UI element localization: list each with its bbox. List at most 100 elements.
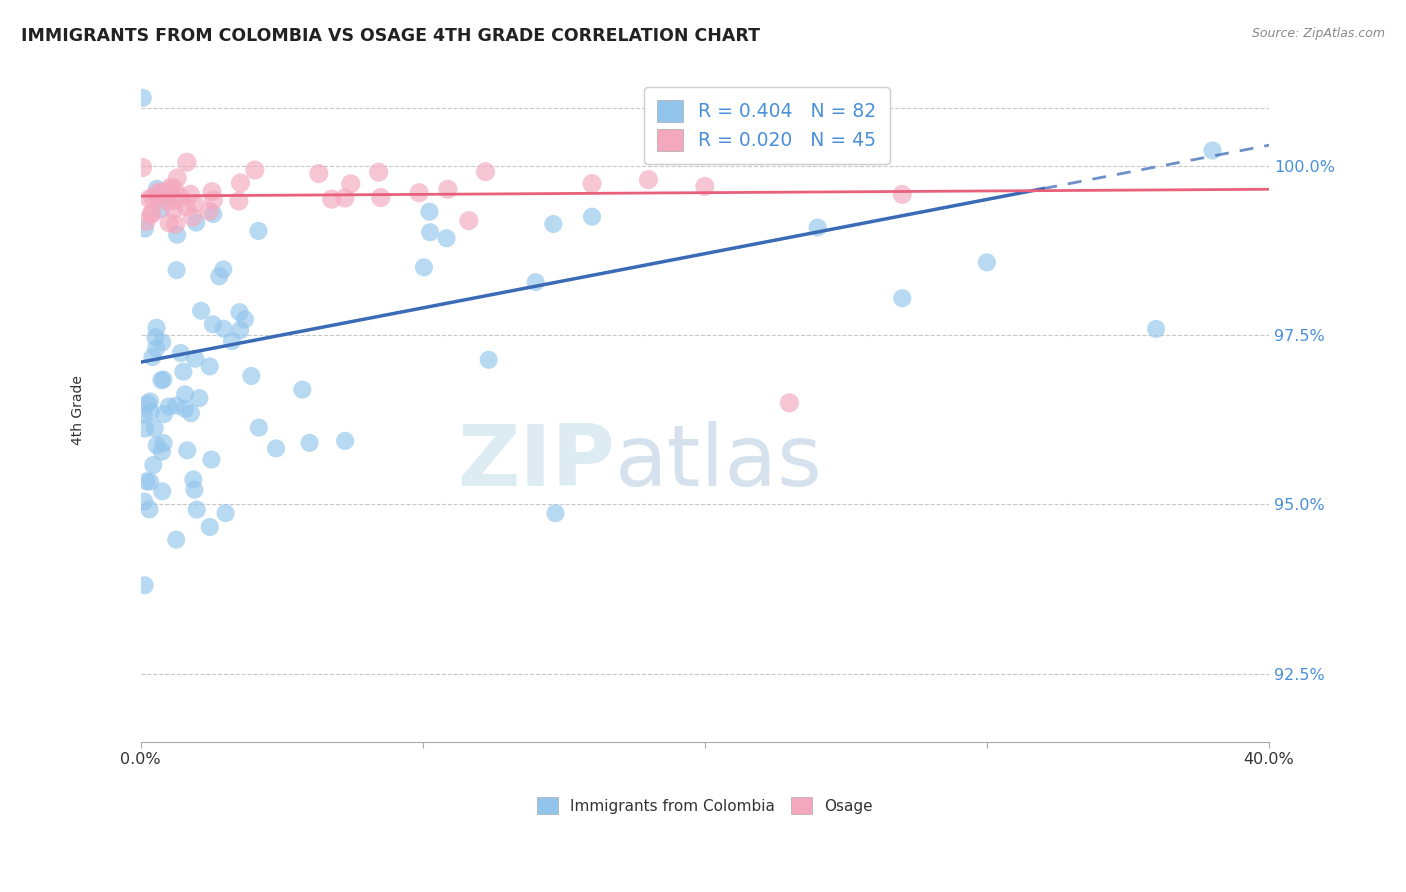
Point — [198, 204, 221, 219]
Text: atlas: atlas — [614, 421, 823, 504]
Point — [179, 187, 201, 202]
Point — [190, 303, 212, 318]
Point — [180, 406, 202, 420]
Point — [145, 438, 167, 452]
Point — [141, 350, 163, 364]
Point — [145, 342, 167, 356]
Point — [214, 506, 236, 520]
Point — [143, 421, 166, 435]
Point — [146, 185, 169, 199]
Point — [157, 183, 180, 197]
Text: Source: ZipAtlas.com: Source: ZipAtlas.com — [1251, 27, 1385, 40]
Point — [181, 210, 204, 224]
Point — [138, 192, 160, 206]
Point — [166, 171, 188, 186]
Point — [778, 396, 800, 410]
Point — [176, 443, 198, 458]
Point — [183, 196, 205, 211]
Point — [145, 330, 167, 344]
Point — [134, 578, 156, 592]
Point — [146, 182, 169, 196]
Point — [201, 318, 224, 332]
Point — [132, 91, 155, 105]
Point — [228, 305, 250, 319]
Point — [157, 400, 180, 414]
Point — [198, 359, 221, 374]
Point — [132, 408, 155, 422]
Point — [169, 190, 191, 204]
Point — [370, 190, 392, 204]
Point — [543, 217, 565, 231]
Point — [186, 216, 208, 230]
Point — [891, 291, 914, 305]
Point — [243, 163, 266, 178]
Point — [1201, 144, 1223, 158]
Point — [291, 383, 314, 397]
Point — [142, 190, 165, 204]
Point — [419, 225, 441, 239]
Point — [150, 444, 173, 458]
Point — [134, 221, 156, 235]
Point — [174, 387, 197, 401]
Point — [1144, 322, 1167, 336]
Point — [333, 191, 356, 205]
Point — [693, 122, 716, 136]
Point — [165, 217, 187, 231]
Point — [135, 214, 157, 228]
Point — [141, 206, 163, 220]
Point — [212, 322, 235, 336]
Point — [298, 435, 321, 450]
Point — [152, 372, 174, 386]
Point — [163, 181, 186, 195]
Point — [134, 494, 156, 508]
Point — [544, 506, 567, 520]
Point — [202, 207, 225, 221]
Point — [134, 421, 156, 435]
Point — [264, 442, 287, 456]
Point — [457, 213, 479, 227]
Point — [333, 434, 356, 448]
Point — [229, 176, 252, 190]
Point — [138, 502, 160, 516]
Point — [321, 192, 343, 206]
Point — [198, 520, 221, 534]
Point — [149, 202, 172, 217]
Point — [172, 365, 194, 379]
Point — [183, 483, 205, 497]
Point — [184, 351, 207, 366]
Point — [240, 368, 263, 383]
Point — [693, 179, 716, 194]
Point — [891, 187, 914, 202]
Point — [474, 164, 496, 178]
Point — [212, 262, 235, 277]
Point — [418, 204, 440, 219]
Point — [145, 320, 167, 334]
Point — [200, 452, 222, 467]
Point — [201, 185, 224, 199]
Point — [166, 263, 188, 277]
Point — [233, 312, 256, 326]
Point — [170, 346, 193, 360]
Point — [139, 405, 162, 419]
Point — [807, 220, 830, 235]
Point — [228, 194, 250, 208]
Point — [208, 269, 231, 284]
Point — [165, 533, 187, 547]
Point — [581, 177, 603, 191]
Point — [153, 407, 176, 421]
Point — [174, 401, 197, 416]
Point — [135, 475, 157, 489]
Point — [139, 475, 162, 489]
Point — [156, 189, 179, 203]
Point — [339, 177, 361, 191]
Point — [408, 186, 430, 200]
Point — [186, 502, 208, 516]
Point — [188, 391, 211, 405]
Point — [150, 335, 173, 350]
Point — [221, 334, 243, 349]
Point — [163, 202, 186, 216]
Point — [159, 180, 181, 194]
Point — [176, 155, 198, 169]
Point — [247, 224, 270, 238]
Point — [976, 255, 998, 269]
